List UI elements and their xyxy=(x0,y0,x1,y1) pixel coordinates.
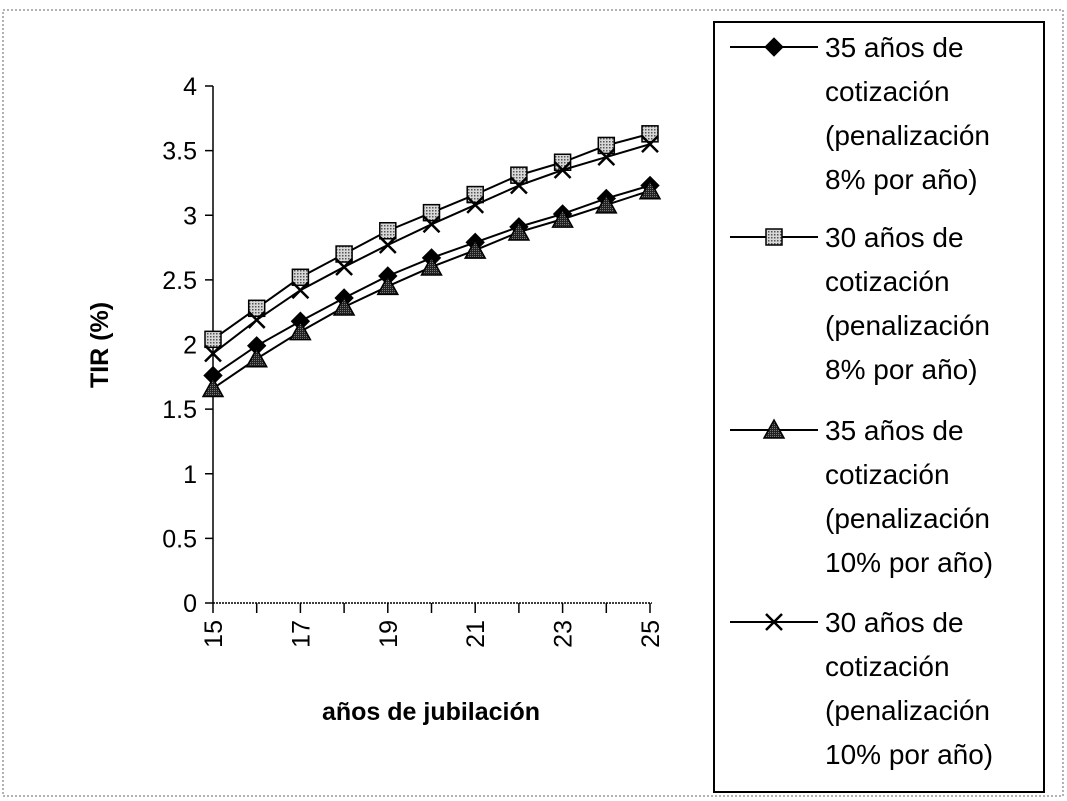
x-tick-label: 21 xyxy=(462,620,490,648)
legend-label-2: 8% por año) xyxy=(825,354,978,385)
y-tick-label: 4 xyxy=(183,73,197,101)
legend-label-1: 35 años de xyxy=(825,32,964,63)
series-2-point xyxy=(466,185,484,204)
series-2-point xyxy=(422,203,441,222)
series-3-point xyxy=(551,207,574,228)
legend-label-1: cotización xyxy=(825,76,950,107)
x-tick-label: 17 xyxy=(287,620,315,648)
legend-marker-1 xyxy=(764,37,784,57)
series-4-point xyxy=(247,311,266,329)
y-tick-label: 0.5 xyxy=(162,525,197,553)
series-3-point xyxy=(245,347,268,368)
y-tick-label: 2 xyxy=(183,332,197,360)
series-2-point xyxy=(510,166,528,184)
y-tick-label: 0 xyxy=(183,590,197,618)
y-tick-label: 1 xyxy=(183,461,197,489)
y-axis-title: TIR (%) xyxy=(86,302,114,388)
series-4-point xyxy=(204,344,222,363)
legend-label-3: (penalización xyxy=(825,503,990,534)
series-3-point xyxy=(376,274,400,296)
legend-label-3: 35 años de xyxy=(825,415,964,446)
series-line-2 xyxy=(212,132,651,341)
x-tick-label: 15 xyxy=(200,620,228,648)
x-tick-label: 23 xyxy=(550,620,578,648)
legend-label-4: (penalización xyxy=(825,695,990,726)
series-2-point xyxy=(379,222,397,240)
series-4-point xyxy=(510,176,528,195)
legend-label-2: (penalización xyxy=(825,310,990,341)
series-4-point xyxy=(291,281,310,300)
legend-label-3: 10% por año) xyxy=(825,547,993,578)
series-3-point xyxy=(595,193,618,214)
series-2-point xyxy=(641,125,659,143)
legend-label-4: 10% por año) xyxy=(825,739,993,770)
plot-area: 0 0.5 1 1.5 2 2.5 3 3.5 4 15 17 19 21 23 25 xyxy=(162,73,665,648)
series-4-point xyxy=(378,236,397,254)
legend-marker-4 xyxy=(765,613,783,631)
y-tick-label: 3.5 xyxy=(162,138,197,166)
series-4-point xyxy=(641,135,659,154)
series-4-point xyxy=(335,258,353,276)
series-3-point xyxy=(289,320,312,341)
y-tick-label: 2.5 xyxy=(162,267,197,295)
series-3-point xyxy=(638,179,662,200)
series-4-point xyxy=(422,215,441,234)
legend-label-2: cotización xyxy=(825,266,950,297)
series-4-point xyxy=(553,161,572,179)
legend-label-4: 30 años de xyxy=(825,607,964,638)
legend-marker-3 xyxy=(762,418,786,439)
legend: 35 años de cotización (penalización 8% por … xyxy=(730,32,993,770)
series-2-point xyxy=(291,268,310,287)
series-2-point xyxy=(204,330,222,349)
legend-box xyxy=(713,21,1045,793)
series-3-point xyxy=(332,295,356,316)
series-3-point xyxy=(507,220,531,241)
series-2-point xyxy=(247,299,266,318)
x-axis-title: años de jubilación xyxy=(322,698,540,726)
series-3-point xyxy=(420,255,443,276)
series-2-point xyxy=(597,136,616,155)
legend-label-4: cotización xyxy=(825,651,950,682)
y-tick-label: 1.5 xyxy=(162,396,197,424)
series-4-point xyxy=(466,196,485,214)
series-3-point xyxy=(463,238,487,259)
x-tick-label: 25 xyxy=(637,620,665,648)
series-4-point xyxy=(597,148,616,166)
legend-label-2: 30 años de xyxy=(825,222,964,253)
legend-label-1: 8% por año) xyxy=(825,164,978,195)
legend-label-3: cotización xyxy=(825,459,950,490)
legend-label-1: (penalización xyxy=(825,120,990,151)
series-3-point xyxy=(201,376,225,398)
legend-marker-2 xyxy=(765,228,783,246)
y-tick-label: 3 xyxy=(183,202,197,230)
x-tick-label: 19 xyxy=(375,620,403,648)
series-2-point xyxy=(335,245,353,263)
chart-border xyxy=(2,9,1064,797)
